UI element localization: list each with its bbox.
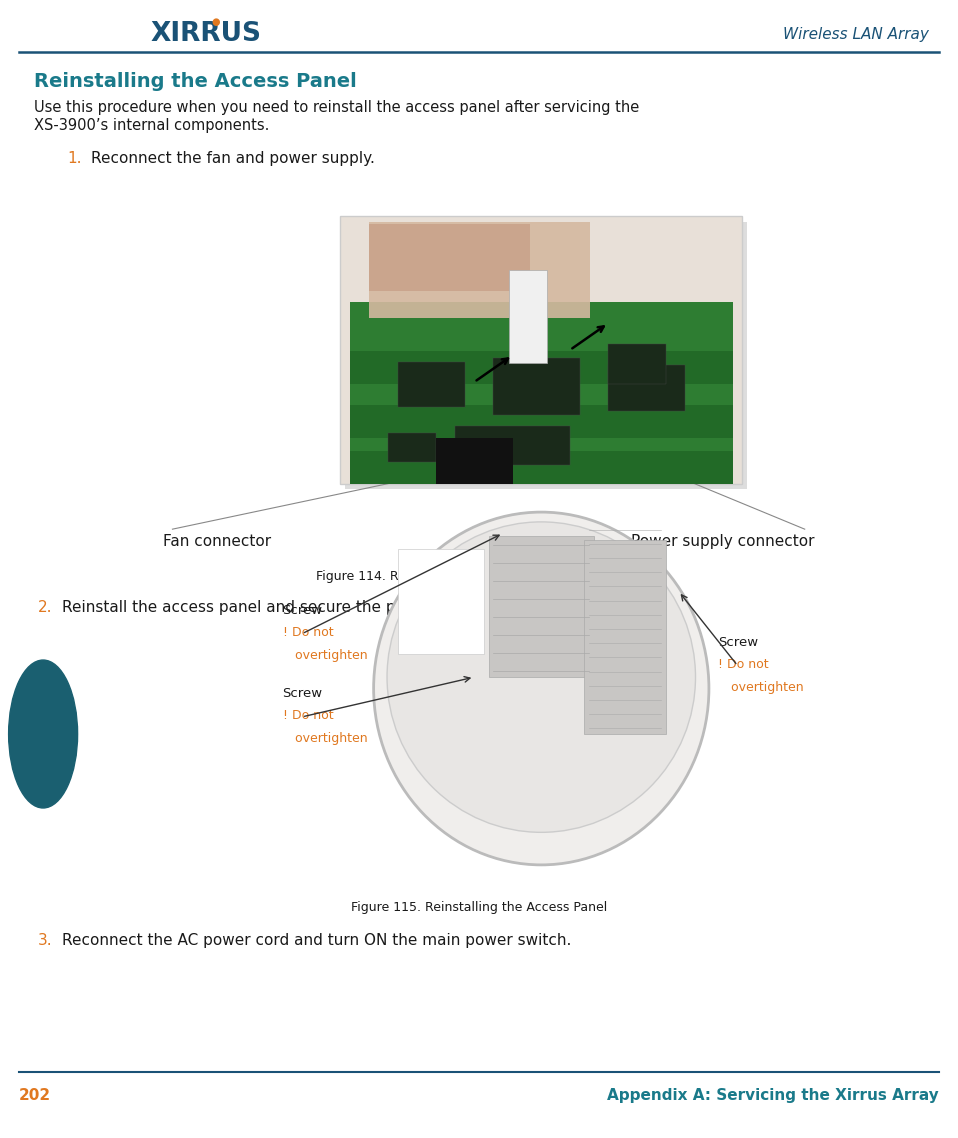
Bar (369, 222, 590, 318)
Bar (350, 302, 733, 484)
Bar (350, 451, 733, 484)
Text: Reconnect the AC power cord and turn ON the main power switch.: Reconnect the AC power cord and turn ON … (62, 933, 572, 948)
Ellipse shape (9, 660, 78, 808)
Text: ! Do not: ! Do not (718, 658, 769, 670)
Text: 1.: 1. (67, 151, 81, 166)
Text: Reinstall the access panel and secure the panel with the three screws.: Reinstall the access panel and secure th… (62, 600, 604, 615)
Text: Wireless LAN Array: Wireless LAN Array (784, 26, 929, 42)
Text: Screw: Screw (718, 636, 759, 649)
Text: Reinstalling the Access Panel: Reinstalling the Access Panel (34, 72, 356, 91)
Bar (350, 351, 733, 384)
Text: overtighten: overtighten (723, 681, 804, 693)
Bar (350, 405, 733, 438)
Text: XS-3900’s internal components.: XS-3900’s internal components. (34, 118, 269, 133)
Text: ●: ● (212, 17, 219, 26)
Text: Fan connector: Fan connector (163, 534, 271, 549)
Bar (436, 438, 513, 484)
Text: Use this procedure when you need to reinstall the access panel after servicing t: Use this procedure when you need to rein… (34, 100, 639, 115)
Bar (509, 270, 547, 363)
Text: Power supply connector: Power supply connector (630, 534, 814, 549)
Text: Screw: Screw (283, 604, 323, 617)
Text: Figure 115. Reinstalling the Access Panel: Figure 115. Reinstalling the Access Pane… (351, 901, 607, 914)
Text: XIRRUS: XIRRUS (150, 22, 262, 47)
Bar (493, 357, 580, 414)
Text: Screw: Screw (283, 687, 323, 700)
Bar (489, 536, 594, 677)
Bar (608, 344, 666, 384)
Text: 202: 202 (19, 1088, 52, 1103)
Ellipse shape (387, 522, 696, 832)
Text: ! Do not: ! Do not (283, 626, 333, 638)
Text: overtighten: overtighten (287, 732, 368, 744)
Text: 2.: 2. (38, 600, 53, 615)
Bar (584, 539, 666, 734)
Bar (388, 434, 436, 462)
Bar (340, 216, 742, 484)
Text: Reconnect the fan and power supply.: Reconnect the fan and power supply. (91, 151, 375, 166)
Bar (398, 362, 465, 407)
Bar (345, 222, 747, 489)
Text: Figure 114. Reconnecting the Fan and Power Supply: Figure 114. Reconnecting the Fan and Pow… (316, 570, 642, 583)
Bar (398, 549, 484, 654)
Text: Appendix A: Servicing the Xirrus Array: Appendix A: Servicing the Xirrus Array (607, 1088, 939, 1103)
Ellipse shape (374, 512, 709, 865)
Text: 3.: 3. (38, 933, 53, 948)
Text: ! Do not: ! Do not (283, 709, 333, 721)
Bar (455, 426, 570, 465)
Bar (608, 365, 685, 411)
Bar (369, 224, 530, 291)
Text: overtighten: overtighten (287, 649, 368, 661)
